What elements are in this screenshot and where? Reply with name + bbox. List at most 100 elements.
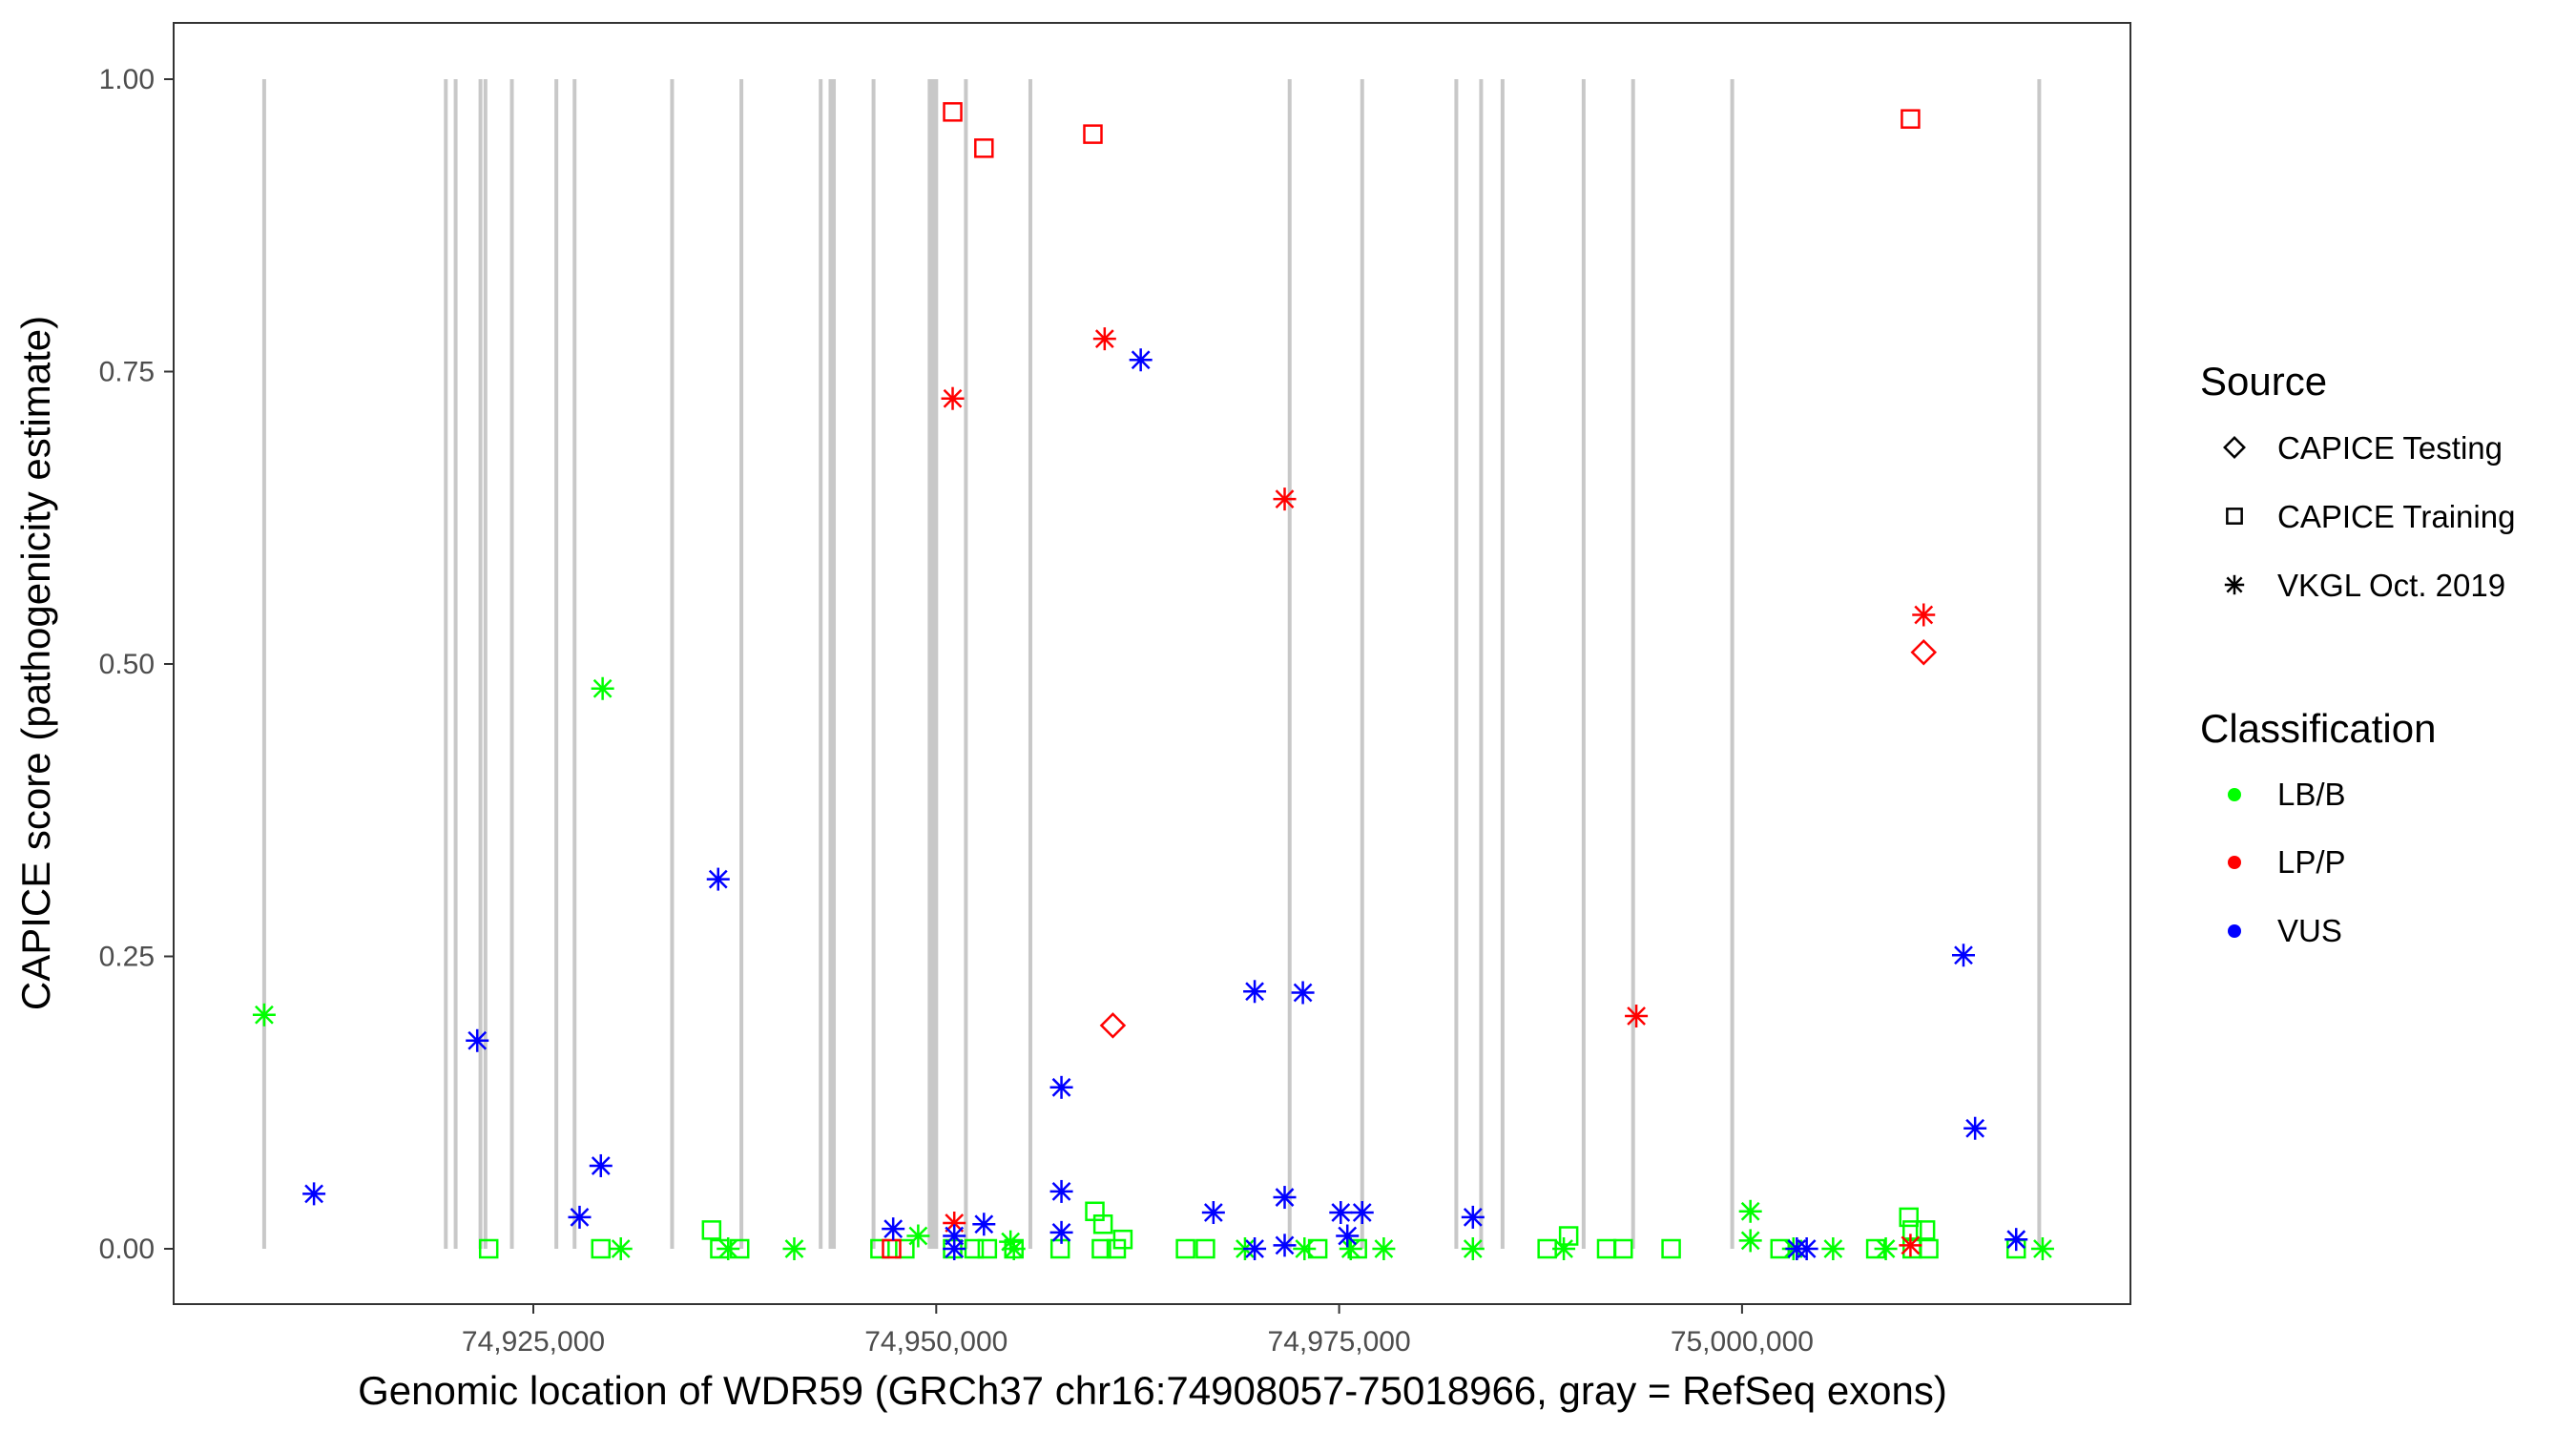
exon-lines: [261, 79, 2042, 1249]
data-point-testing: [1910, 638, 1938, 666]
data-point-vkgl: [1049, 1179, 1073, 1203]
data-point-vkgl: [1049, 1075, 1073, 1099]
data-point-training: [729, 1238, 750, 1259]
data-point-training: [895, 1238, 915, 1259]
data-point-training: [1901, 109, 1921, 129]
data-point-vkgl: [591, 676, 614, 700]
data-point-training: [591, 1238, 612, 1259]
data-point-vkgl: [1461, 1205, 1485, 1229]
data-point-vkgl: [1821, 1237, 1845, 1260]
data-point-vkgl: [1461, 1237, 1485, 1260]
data-point-vkgl: [1899, 1234, 1922, 1257]
data-point-vkgl: [2005, 1228, 2028, 1252]
data-point-training: [882, 1238, 902, 1259]
data-point-vkgl: [252, 1003, 276, 1027]
data-point-training: [1537, 1238, 1557, 1259]
data-point-vkgl: [882, 1217, 905, 1241]
legend-key-testing: [2223, 436, 2246, 459]
x-tick-label: 74,925,000: [462, 1326, 605, 1358]
legend-class-title: Classification: [2200, 706, 2436, 751]
y-tick-label: 0.00: [99, 1234, 155, 1265]
legend-key-class: [2228, 856, 2241, 869]
data-point-training: [1661, 1238, 1681, 1259]
data-point-vkgl: [943, 1237, 966, 1260]
data-point-vkgl: [1372, 1237, 1396, 1260]
y-axis: 0.00 0.25 0.50 0.75 1.00: [99, 64, 174, 1265]
data-point-vkgl: [589, 1153, 613, 1177]
legend-source-title: Source: [2200, 359, 2327, 404]
data-point-training: [1865, 1238, 1886, 1259]
data-point-testing: [1099, 1012, 1127, 1039]
data-point-vkgl: [1129, 348, 1153, 372]
data-point-vkgl: [1243, 1237, 1267, 1260]
legend-label-vus: VUS: [2277, 913, 2342, 948]
data-point-vkgl: [302, 1182, 326, 1206]
data-point-vkgl: [1963, 1116, 1987, 1140]
data-point-training: [1919, 1238, 1939, 1259]
data-point-training: [1112, 1229, 1133, 1250]
data-point-training: [943, 102, 963, 122]
data-point-vkgl: [782, 1237, 806, 1260]
data-point-training: [1612, 1238, 1633, 1259]
data-point-vkgl: [1336, 1224, 1360, 1248]
data-point-vkgl: [1738, 1199, 1762, 1223]
plot-panel: [174, 23, 2130, 1304]
legend-key-class: [2228, 924, 2241, 938]
legend-key-training: [2226, 508, 2243, 525]
data-point-training: [1049, 1238, 1070, 1259]
data-point-training: [1347, 1238, 1367, 1259]
data-point-training: [977, 1238, 998, 1259]
legend-key-class: [2228, 788, 2241, 801]
data-point-vkgl: [1874, 1237, 1898, 1260]
data-point-vkgl: [1625, 1005, 1649, 1028]
legend-label-lpp: LP/P: [2277, 844, 2346, 880]
data-point-training: [701, 1220, 722, 1240]
x-axis: 74,925,000 74,950,000 74,975,000 75,000,000: [462, 1304, 1814, 1358]
legend-key-vkgl: [2224, 574, 2245, 595]
data-point-vkgl: [906, 1224, 930, 1248]
data-point-training: [1915, 1220, 1936, 1240]
data-point-training: [1558, 1226, 1579, 1246]
data-point-training: [974, 138, 994, 158]
x-tick-label: 74,975,000: [1268, 1326, 1411, 1358]
data-point-vkgl: [1350, 1200, 1374, 1224]
data-point-training: [1091, 1238, 1111, 1259]
x-tick-label: 75,000,000: [1671, 1326, 1814, 1358]
data-point-vkgl: [568, 1205, 592, 1229]
data-point-vkgl: [1243, 980, 1267, 1004]
data-point-vkgl: [1092, 327, 1116, 351]
legend-label-vkgl: VKGL Oct. 2019: [2277, 568, 2505, 603]
data-point-vkgl: [1738, 1229, 1762, 1253]
data-points: [252, 102, 2054, 1260]
data-point-training: [478, 1238, 499, 1259]
y-tick-label: 0.75: [99, 357, 155, 388]
data-point-vkgl: [609, 1237, 633, 1260]
data-point-vkgl: [1951, 944, 1975, 967]
data-point-vkgl: [1329, 1200, 1353, 1224]
data-point-vkgl: [1201, 1200, 1225, 1224]
data-point-vkgl: [1049, 1220, 1073, 1244]
data-point-vkgl: [1273, 487, 1297, 511]
legend-label-lbb: LB/B: [2277, 777, 2346, 812]
data-point-training: [1175, 1238, 1195, 1259]
legend: Source Classification CAPICE Testing CAP…: [2200, 359, 2515, 948]
data-point-training: [1902, 1220, 1922, 1240]
data-point-training: [1004, 1238, 1024, 1259]
data-point-training: [1092, 1214, 1113, 1234]
data-point-vkgl: [1273, 1186, 1297, 1210]
data-point-vkgl: [1552, 1237, 1576, 1260]
data-point-training: [710, 1238, 730, 1259]
data-point-vkgl: [1273, 1234, 1297, 1257]
x-tick-label: 74,950,000: [864, 1326, 1008, 1358]
data-point-training: [1195, 1238, 1215, 1259]
data-point-training: [1083, 124, 1103, 144]
y-tick-label: 0.25: [99, 942, 155, 973]
y-axis-title: CAPICE score (pathogenicity estimate): [13, 316, 58, 1010]
x-axis-title: Genomic location of WDR59 (GRCh37 chr16:…: [358, 1368, 1947, 1413]
data-point-training: [1307, 1238, 1328, 1259]
y-tick-label: 1.00: [99, 64, 155, 95]
legend-label-training: CAPICE Training: [2277, 499, 2515, 534]
data-point-vkgl: [972, 1213, 996, 1236]
data-point-vkgl: [1912, 603, 1936, 627]
